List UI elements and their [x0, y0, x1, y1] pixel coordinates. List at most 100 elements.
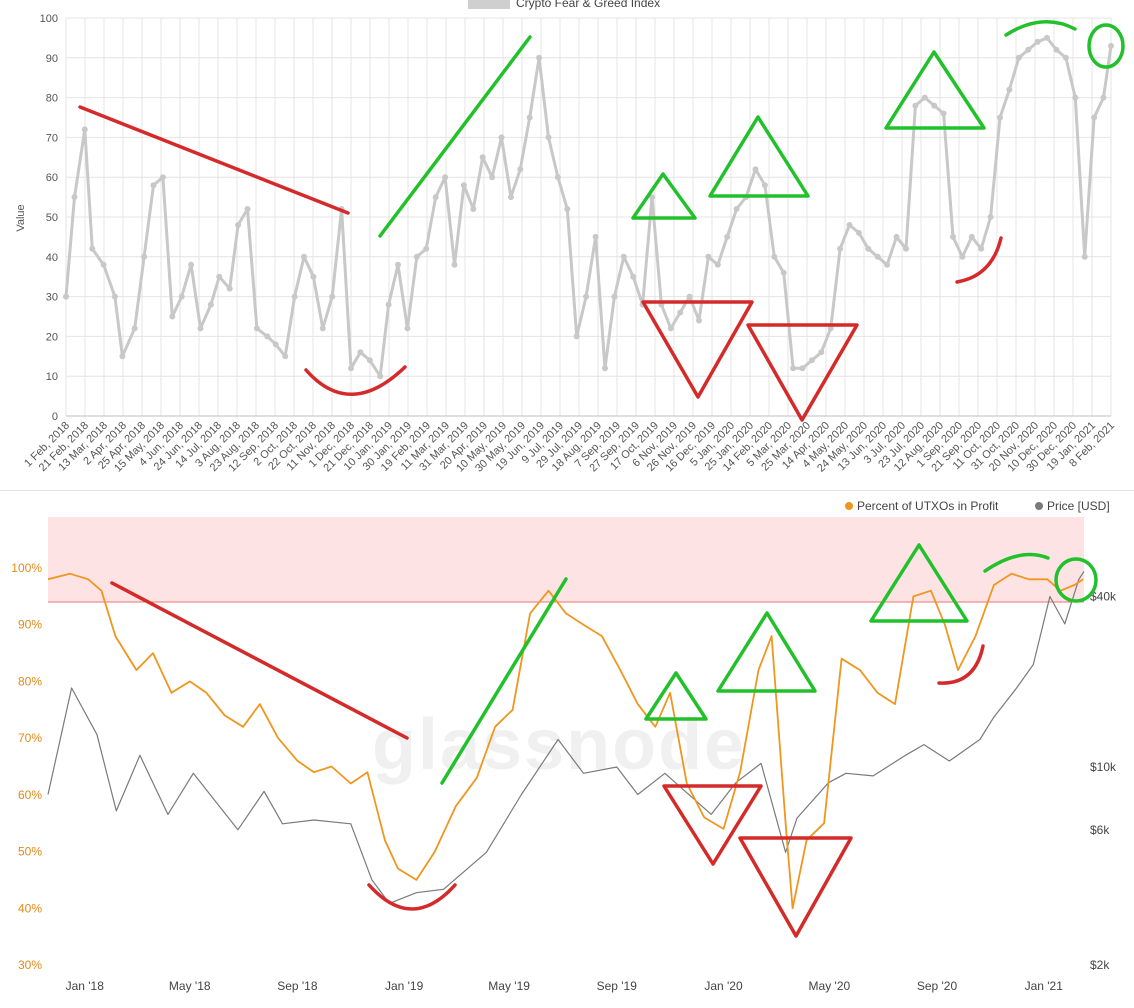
fear-greed-point[interactable] [1053, 46, 1060, 53]
fear-greed-point[interactable] [921, 94, 928, 101]
top-legend-label[interactable]: Crypto Fear & Greed Index [516, 0, 660, 10]
fear-greed-point[interactable] [761, 182, 768, 189]
fear-greed-point[interactable] [536, 54, 543, 61]
fear-greed-point[interactable] [63, 293, 69, 300]
fear-greed-point[interactable] [1034, 38, 1041, 45]
fear-greed-point[interactable] [226, 285, 233, 292]
fear-greed-point[interactable] [1006, 86, 1013, 93]
fear-greed-point[interactable] [291, 293, 298, 300]
fear-greed-point[interactable] [912, 102, 919, 109]
fear-greed-point[interactable] [583, 293, 590, 300]
fear-greed-point[interactable] [517, 166, 524, 173]
fear-greed-point[interactable] [498, 134, 505, 141]
fear-greed-point[interactable] [479, 154, 486, 161]
fear-greed-point[interactable] [874, 253, 881, 260]
fear-greed-point[interactable] [507, 194, 514, 201]
fear-greed-point[interactable] [592, 233, 599, 240]
fear-greed-point[interactable] [733, 206, 740, 212]
fear-greed-point[interactable] [169, 313, 176, 320]
fear-greed-point[interactable] [790, 365, 797, 372]
fear-greed-point[interactable] [235, 222, 242, 228]
fear-greed-point[interactable] [89, 245, 96, 252]
fear-greed-point[interactable] [100, 261, 107, 268]
fear-greed-point[interactable] [470, 206, 477, 212]
fear-greed-point[interactable] [141, 253, 148, 260]
fear-greed-point[interactable] [573, 333, 580, 340]
fear-greed-point[interactable] [620, 253, 627, 260]
fear-greed-point[interactable] [1062, 54, 1069, 61]
fear-greed-point[interactable] [432, 194, 439, 201]
fear-greed-point[interactable] [460, 182, 467, 189]
fear-greed-point[interactable] [348, 365, 354, 372]
fear-greed-point[interactable] [150, 182, 157, 189]
fear-greed-point[interactable] [602, 365, 608, 372]
fear-greed-point[interactable] [564, 206, 571, 212]
fear-greed-point[interactable] [159, 174, 166, 181]
fear-greed-point[interactable] [931, 102, 938, 109]
fear-greed-point[interactable] [404, 325, 411, 332]
legend-utxo-marker[interactable] [845, 502, 853, 510]
fear-greed-point[interactable] [950, 233, 956, 240]
fear-greed-point[interactable] [377, 373, 384, 380]
fear-greed-point[interactable] [940, 110, 947, 117]
fear-greed-point[interactable] [752, 166, 759, 173]
legend-price-marker[interactable] [1035, 502, 1043, 510]
fear-greed-point[interactable] [207, 301, 214, 308]
fear-greed-point[interactable] [884, 261, 891, 268]
fear-greed-point[interactable] [1072, 94, 1079, 101]
fear-greed-point[interactable] [423, 245, 430, 252]
fear-greed-point[interactable] [357, 349, 364, 356]
fear-greed-point[interactable] [865, 245, 872, 252]
fear-greed-point[interactable] [395, 261, 401, 268]
fear-greed-point[interactable] [282, 353, 289, 360]
fear-greed-point[interactable] [978, 245, 985, 252]
fear-greed-point[interactable] [799, 365, 806, 372]
fear-greed-point[interactable] [178, 293, 185, 300]
fear-greed-point[interactable] [188, 261, 195, 268]
fear-greed-point[interactable] [696, 317, 702, 324]
fear-greed-point[interactable] [216, 273, 223, 280]
fear-greed-point[interactable] [968, 233, 975, 240]
fear-greed-point[interactable] [724, 233, 731, 240]
fear-greed-point[interactable] [545, 134, 552, 141]
fear-greed-point[interactable] [714, 261, 721, 268]
fear-greed-point[interactable] [903, 245, 909, 252]
fear-greed-point[interactable] [71, 194, 78, 201]
fear-greed-point[interactable] [442, 174, 449, 181]
fear-greed-point[interactable] [366, 357, 373, 364]
fear-greed-point[interactable] [780, 269, 787, 276]
fear-greed-point[interactable] [997, 114, 1003, 121]
fear-greed-point[interactable] [554, 174, 561, 181]
fear-greed-point[interactable] [413, 253, 420, 260]
fear-greed-point[interactable] [119, 353, 126, 360]
fear-greed-point[interactable] [1025, 46, 1032, 53]
fear-greed-point[interactable] [81, 126, 88, 133]
fear-greed-point[interactable] [771, 253, 778, 260]
fear-greed-point[interactable] [111, 293, 118, 300]
fear-greed-point[interactable] [893, 233, 900, 240]
fear-greed-point[interactable] [301, 253, 307, 260]
fear-greed-point[interactable] [385, 301, 392, 308]
fear-greed-point[interactable] [677, 309, 684, 316]
fear-greed-point[interactable] [630, 273, 637, 280]
legend-price-label[interactable]: Price [USD] [1047, 499, 1110, 513]
fear-greed-point[interactable] [987, 214, 994, 220]
fear-greed-point[interactable] [131, 325, 138, 332]
fear-greed-point[interactable] [489, 174, 496, 181]
top-legend-swatch[interactable] [468, 0, 510, 9]
fear-greed-point[interactable] [244, 206, 251, 212]
fear-greed-point[interactable] [329, 293, 336, 300]
fear-greed-point[interactable] [253, 325, 260, 332]
fear-greed-point[interactable] [1015, 54, 1022, 61]
fear-greed-point[interactable] [451, 261, 458, 268]
fear-greed-point[interactable] [1091, 114, 1098, 121]
fear-greed-point[interactable] [310, 273, 317, 280]
fear-greed-point[interactable] [1044, 34, 1050, 41]
fear-greed-point[interactable] [649, 194, 655, 201]
fear-greed-point[interactable] [705, 253, 712, 260]
fear-greed-point[interactable] [1108, 42, 1114, 49]
legend-utxo-label[interactable]: Percent of UTXOs in Profit [857, 499, 999, 513]
fear-greed-point[interactable] [667, 325, 674, 332]
fear-greed-point[interactable] [827, 325, 834, 332]
fear-greed-point[interactable] [526, 114, 533, 121]
